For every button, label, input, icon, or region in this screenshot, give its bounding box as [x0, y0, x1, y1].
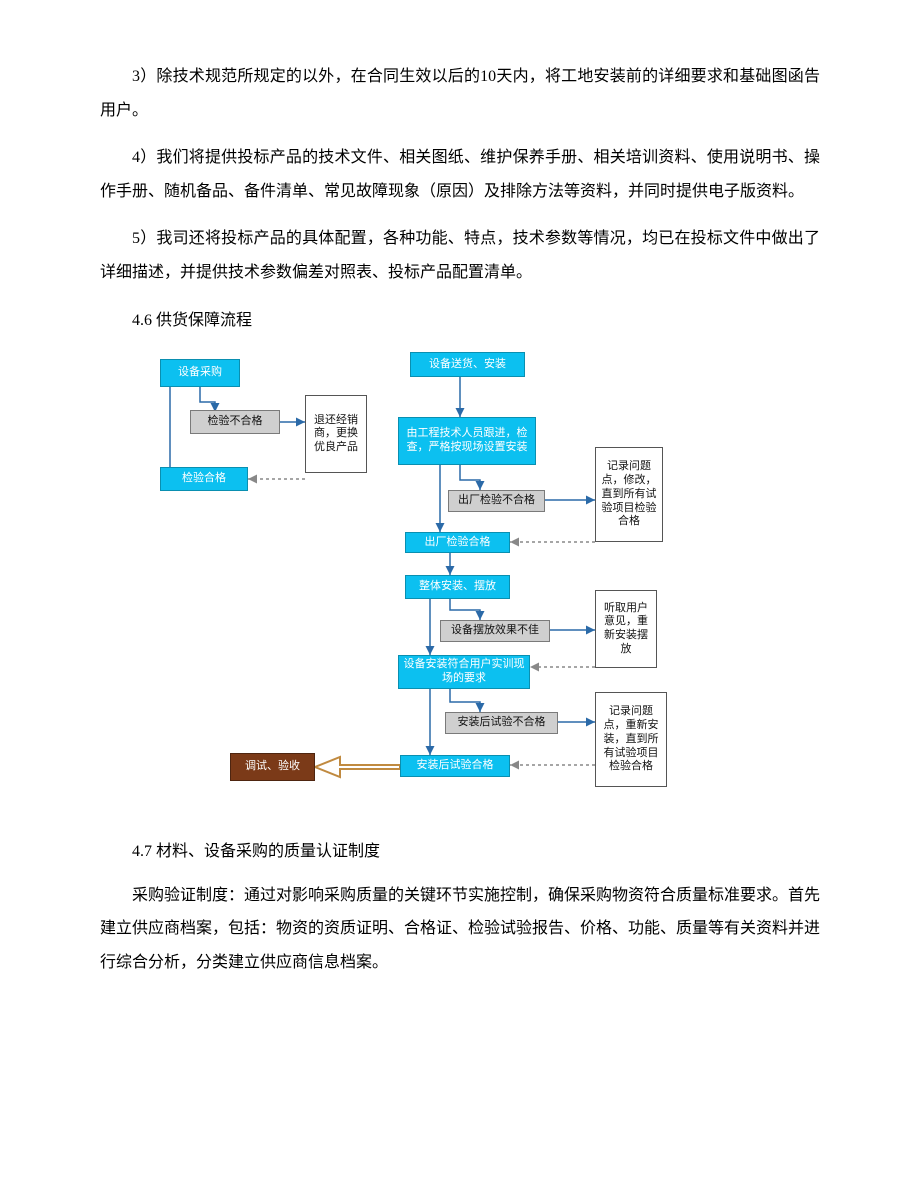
node-post-install-pass: 安装后试验合格 [400, 755, 510, 777]
node-delivery-install: 设备送货、安装 [410, 352, 525, 377]
note-record-reinstall: 记录问题点，重新安装，直到所有试验项目检验合格 [595, 692, 667, 787]
node-factory-test-fail: 出厂检验不合格 [448, 490, 545, 512]
node-overall-install: 整体安装、摆放 [405, 575, 510, 599]
node-placement-poor: 设备摆放效果不佳 [440, 620, 550, 642]
node-post-install-fail: 安装后试验不合格 [445, 712, 558, 734]
note-user-feedback: 听取用户意见，重新安装摆放 [595, 590, 657, 668]
node-inspection-pass: 检验合格 [160, 467, 248, 491]
node-commission-accept: 调试、验收 [230, 753, 315, 781]
paragraph-5: 5）我司还将投标产品的具体配置，各种功能、特点，技术参数等情况，均已在投标文件中… [100, 222, 820, 289]
supply-assurance-flowchart: 设备采购 检验不合格 退还经销商，更换优良产品 检验合格 设备送货、安装 由工程… [150, 347, 710, 817]
note-return-dealer: 退还经销商，更换优良产品 [305, 395, 367, 473]
heading-4-7: 4.7 材料、设备采购的质量认证制度 [100, 835, 820, 869]
paragraph-4: 4）我们将提供投标产品的技术文件、相关图纸、维护保养手册、相关培训资料、使用说明… [100, 141, 820, 208]
note-record-modify: 记录问题点，修改，直到所有试验项目检验合格 [595, 447, 663, 542]
paragraph-4-7: 采购验证制度：通过对影响采购质量的关键环节实施控制，确保采购物资符合质量标准要求… [100, 879, 820, 980]
node-engineer-follow: 由工程技术人员跟进，检查，严格按现场设置安装 [398, 417, 536, 465]
heading-4-6: 4.6 供货保障流程 [100, 304, 820, 338]
node-factory-test-pass: 出厂检验合格 [405, 532, 510, 553]
paragraph-3: 3）除技术规范所规定的以外，在合同生效以后的10天内，将工地安装前的详细要求和基… [100, 60, 820, 127]
node-equipment-purchase: 设备采购 [160, 359, 240, 387]
node-inspection-fail: 检验不合格 [190, 410, 280, 434]
node-install-meets-req: 设备安装符合用户实训现场的要求 [398, 655, 530, 689]
